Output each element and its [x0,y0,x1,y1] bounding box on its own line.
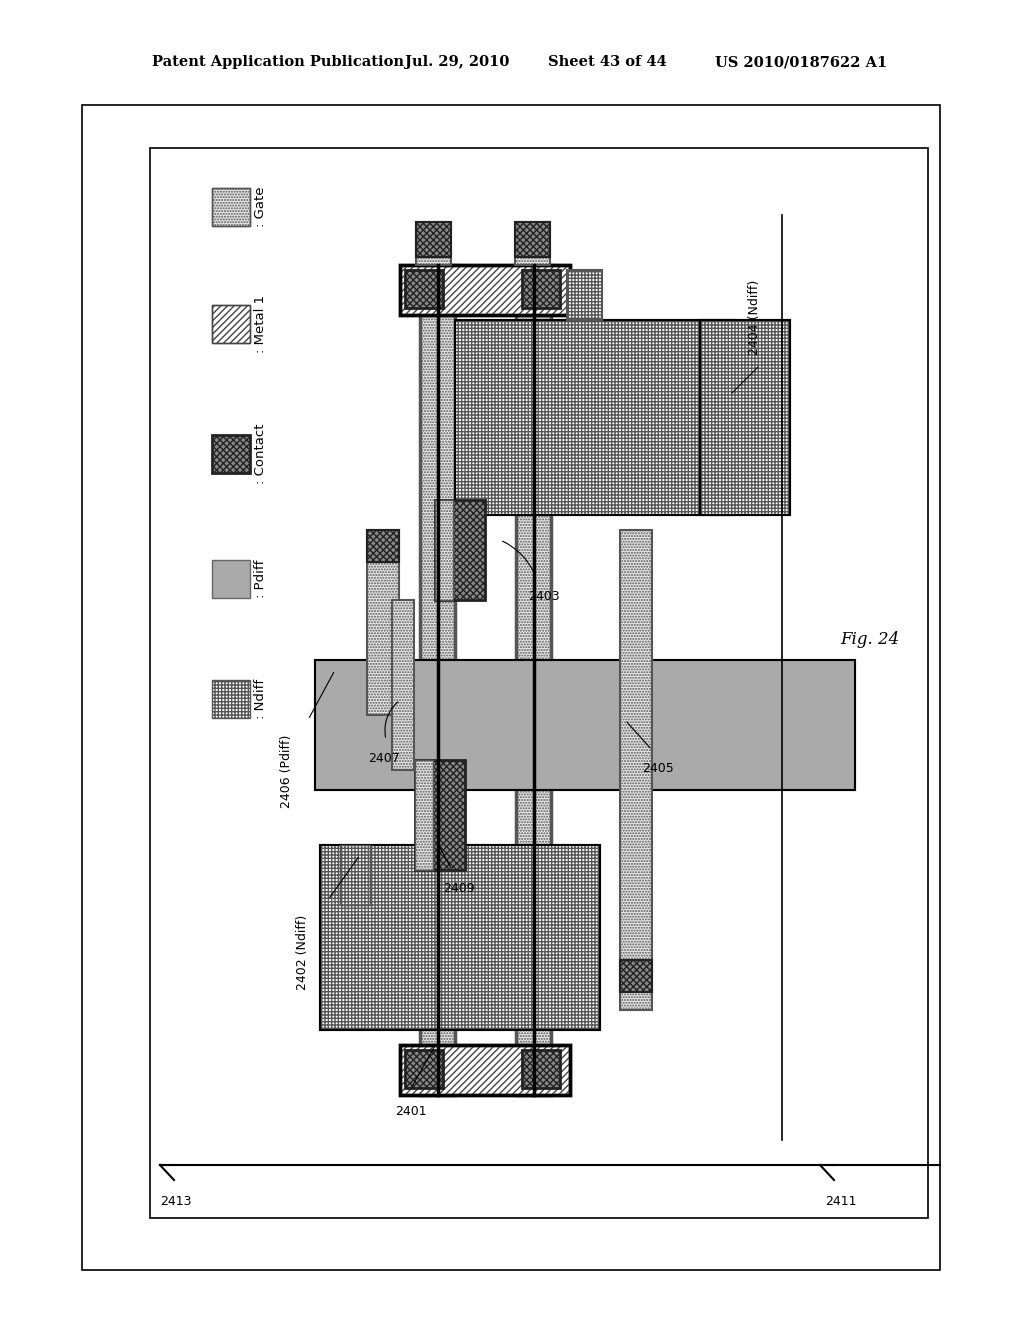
Bar [522,271,560,308]
Bar [435,500,453,601]
Bar [415,760,465,870]
Bar [212,436,250,473]
Bar [515,222,550,265]
Bar [406,1049,443,1088]
Text: Fig. 24: Fig. 24 [840,631,899,648]
Bar [315,660,855,789]
Bar [212,305,250,343]
Text: : Contact: : Contact [254,424,267,484]
Bar [700,319,790,515]
Text: 2407: 2407 [368,752,399,766]
Bar [212,187,250,226]
Text: 2409: 2409 [443,882,475,895]
Bar [150,148,928,1218]
Bar [319,845,600,1030]
Bar [400,1045,570,1096]
Text: Jul. 29, 2010: Jul. 29, 2010 [406,55,509,69]
Bar [367,531,399,715]
Text: Patent Application Publication: Patent Application Publication [152,55,404,69]
Bar [340,845,370,906]
Bar [620,960,652,993]
Bar [700,319,790,515]
Bar [455,319,735,515]
Bar [522,1049,560,1088]
Text: 2411: 2411 [825,1195,856,1208]
Bar [392,601,414,770]
Bar [212,305,250,343]
Bar [212,187,250,226]
Bar [516,265,551,1096]
Text: : Pdiff: : Pdiff [254,560,267,598]
Bar [416,222,451,257]
Bar [455,319,735,515]
Text: US 2010/0187622 A1: US 2010/0187622 A1 [715,55,887,69]
Bar [620,531,652,1010]
Text: : Ndiff: : Ndiff [254,678,267,719]
Bar [420,265,455,1096]
Bar [515,222,550,257]
Text: : Metal 1: : Metal 1 [254,294,267,352]
Bar [400,265,570,315]
Text: : Gate: : Gate [254,186,267,227]
Bar [415,760,433,870]
Bar [212,680,250,718]
Text: Sheet 43 of 44: Sheet 43 of 44 [548,55,667,69]
Bar [416,222,451,265]
Bar [315,660,855,789]
Bar [367,531,399,562]
Text: 2406 (Pdiff): 2406 (Pdiff) [280,735,293,808]
Bar [435,500,485,601]
Bar [212,560,250,598]
Text: 2413: 2413 [160,1195,191,1208]
Text: 2403: 2403 [528,590,560,603]
Bar [82,106,940,1270]
Text: 2402 (Ndiff): 2402 (Ndiff) [296,915,309,990]
Bar [319,845,600,1030]
Bar [400,1045,570,1096]
Bar [400,265,570,315]
Bar [567,271,602,319]
Text: 2404 (Ndiff): 2404 (Ndiff) [748,280,761,355]
Bar [406,271,443,308]
Text: 2405: 2405 [642,762,674,775]
Text: 2401: 2401 [395,1105,427,1118]
